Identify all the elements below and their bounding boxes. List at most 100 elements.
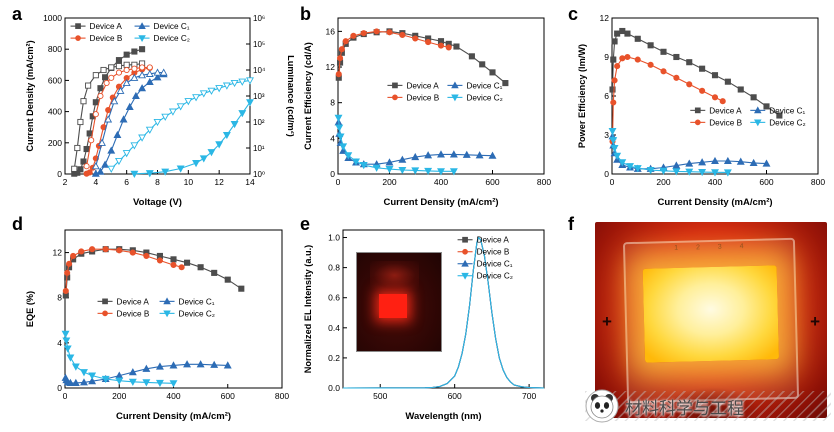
svg-text:12: 12	[53, 248, 63, 258]
svg-text:Normalized EL Intensity (a.u.): Normalized EL Intensity (a.u.)	[303, 245, 313, 373]
svg-text:14: 14	[245, 177, 255, 187]
panel-d: d 0 200 400 600 800 0 4 8 12 Current Density (mA/…	[10, 212, 292, 428]
svg-text:8: 8	[155, 177, 160, 187]
svg-text:0: 0	[604, 169, 609, 179]
svg-text:Voltage (V): Voltage (V)	[133, 197, 182, 208]
svg-text:Device C₂: Device C₂	[769, 118, 805, 127]
svg-text:4: 4	[57, 338, 62, 348]
svg-text:600: 600	[48, 75, 62, 85]
svg-text:12: 12	[214, 177, 224, 187]
panda-logo	[585, 389, 619, 423]
svg-text:400: 400	[166, 391, 180, 401]
svg-text:9: 9	[604, 52, 609, 62]
svg-text:10: 10	[184, 177, 194, 187]
emitting-area	[642, 264, 780, 363]
chart-power-efficiency: 0 200 400 600 800 0 3 6 9 12 Current Density (mA/c…	[574, 12, 826, 210]
svg-text:0: 0	[63, 391, 68, 401]
svg-text:Current Efficiency (cd/A): Current Efficiency (cd/A)	[303, 42, 313, 150]
svg-text:16: 16	[326, 26, 336, 36]
panel-label-b: b	[300, 4, 311, 24]
svg-text:4: 4	[330, 133, 335, 143]
svg-text:0: 0	[610, 177, 615, 187]
svg-text:800: 800	[811, 177, 825, 187]
svg-text:600: 600	[448, 391, 462, 401]
svg-text:400: 400	[708, 177, 722, 187]
svg-text:0.6: 0.6	[328, 293, 340, 303]
svg-text:400: 400	[434, 177, 448, 187]
panel-f: f 1 2 3 4 + +	[566, 212, 834, 430]
watermark-stripes	[585, 391, 831, 421]
contact-labels: 1 2 3 4	[674, 242, 744, 252]
svg-text:0.4: 0.4	[328, 323, 340, 333]
svg-text:Device C₂: Device C₂	[179, 309, 215, 318]
svg-text:10¹: 10¹	[253, 144, 265, 153]
svg-text:1.0: 1.0	[328, 233, 340, 243]
panel-label-d: d	[12, 214, 23, 234]
panel-b: b 0 200 400 600 800 0 4 8 12 16 Current Density (m…	[298, 2, 556, 210]
svg-text:Power Efficiency (lm/W): Power Efficiency (lm/W)	[577, 44, 587, 148]
svg-text:10³: 10³	[253, 92, 265, 101]
svg-text:Device B: Device B	[90, 34, 123, 43]
chart-current-efficiency: 0 200 400 600 800 0 4 8 12 16 Current Density (mA/…	[300, 12, 552, 210]
svg-text:Current Density (mA/cm²): Current Density (mA/cm²)	[657, 197, 772, 208]
watermark-text: 材料科学与工程	[625, 398, 744, 418]
svg-text:Device A: Device A	[406, 81, 439, 90]
panel-a: a 2 4 6 8 10 12 14 0 200 400 600 800 1000 10⁰ 10¹ 10² 10…	[10, 2, 294, 210]
glass-slide: 1 2 3 4	[623, 237, 799, 403]
panel-e: e 500 600 700 0.0 0.2 0.4 0.6 0.8 1.0 Wavelength …	[298, 212, 556, 428]
svg-text:600: 600	[221, 391, 235, 401]
svg-text:Luminance (cd/m²): Luminance (cd/m²)	[286, 55, 294, 137]
svg-text:10⁰: 10⁰	[253, 170, 265, 179]
svg-text:10⁴: 10⁴	[253, 66, 266, 75]
svg-text:1000: 1000	[43, 13, 62, 23]
el-reflection	[370, 260, 420, 291]
svg-text:10⁶: 10⁶	[253, 14, 265, 23]
svg-text:Device A: Device A	[90, 22, 123, 31]
chart-el-spectrum: 500 600 700 0.0 0.2 0.4 0.6 0.8 1.0 Wavelength (n…	[300, 224, 552, 424]
plus-mark-left: +	[601, 312, 612, 332]
svg-text:Device C₁: Device C₁	[179, 297, 215, 306]
svg-text:0: 0	[330, 169, 335, 179]
chart-jv-luminance: 2 4 6 8 10 12 14 0 200 400 600 800 1000 10⁰ 10¹ 10² 10³ 1…	[22, 12, 294, 210]
panel-label-a: a	[12, 4, 23, 24]
panel-label-c: c	[568, 4, 579, 24]
el-emitter-square	[378, 294, 408, 318]
shadow-blob	[659, 386, 763, 418]
svg-text:Device A: Device A	[709, 106, 742, 115]
svg-text:Device B: Device B	[117, 309, 150, 318]
svg-text:400: 400	[48, 107, 62, 117]
svg-text:8: 8	[57, 293, 62, 303]
svg-text:0.8: 0.8	[328, 263, 340, 273]
svg-text:500: 500	[373, 391, 387, 401]
svg-text:Device A: Device A	[477, 236, 510, 245]
svg-text:3: 3	[604, 130, 609, 140]
svg-text:10⁵: 10⁵	[253, 40, 265, 49]
svg-text:EQE (%): EQE (%)	[25, 291, 35, 327]
svg-text:0: 0	[336, 177, 341, 187]
svg-text:Device C₁: Device C₁	[466, 81, 502, 90]
watermark: 材料科学与工程	[585, 384, 833, 428]
svg-text:0: 0	[57, 169, 62, 179]
svg-text:6: 6	[124, 177, 129, 187]
panel-label-f: f	[568, 214, 574, 234]
panel-label-e: e	[300, 214, 311, 234]
svg-text:800: 800	[537, 177, 551, 187]
svg-text:4: 4	[93, 177, 98, 187]
svg-text:200: 200	[382, 177, 396, 187]
svg-text:200: 200	[656, 177, 670, 187]
svg-text:Device B: Device B	[406, 93, 439, 102]
svg-text:800: 800	[275, 391, 289, 401]
svg-text:Current Density (mA/cm²): Current Density (mA/cm²)	[25, 40, 35, 151]
svg-text:Device C₁: Device C₁	[154, 22, 190, 31]
el-photo-inset	[356, 252, 442, 352]
svg-text:10²: 10²	[253, 118, 265, 127]
svg-text:Device B: Device B	[477, 248, 510, 257]
svg-text:0: 0	[57, 383, 62, 393]
svg-text:Current Density (mA/cm²): Current Density (mA/cm²)	[116, 411, 231, 422]
svg-text:600: 600	[759, 177, 773, 187]
svg-text:Device C₁: Device C₁	[769, 106, 805, 115]
svg-text:600: 600	[485, 177, 499, 187]
svg-text:Device C₂: Device C₂	[477, 272, 513, 281]
svg-text:0.2: 0.2	[328, 353, 340, 363]
